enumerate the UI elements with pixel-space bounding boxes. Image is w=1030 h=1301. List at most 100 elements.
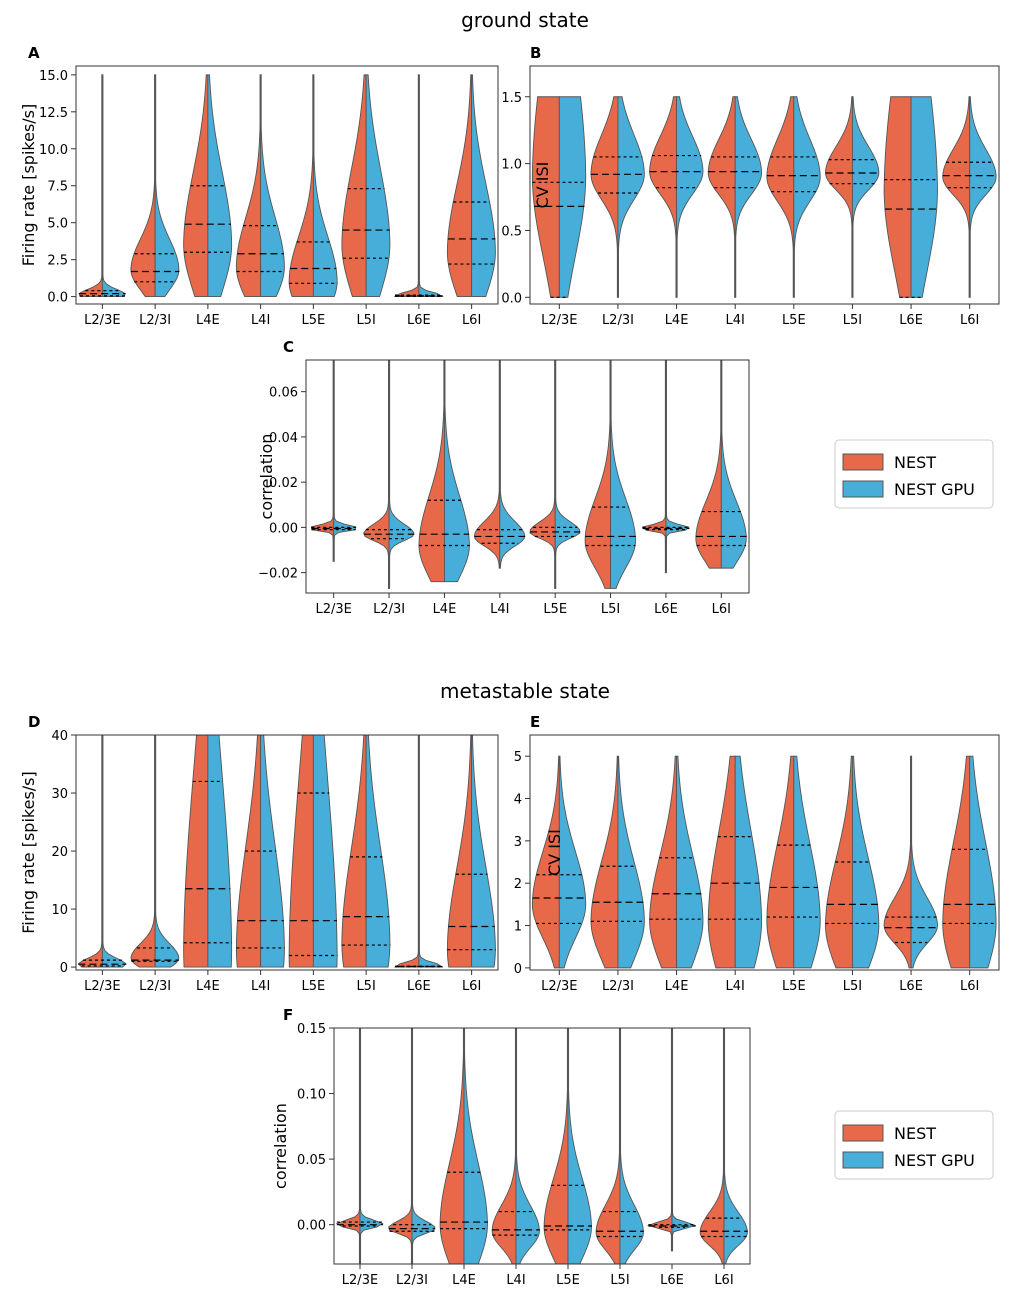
legend-metastable: NEST NEST GPU [834, 1110, 994, 1180]
y-axis-label: correlation [271, 1103, 290, 1189]
violin-l6i [942, 755, 997, 969]
x-tick-label-l5e: L5E [782, 979, 806, 994]
x-tick-label-l6e: L6E [660, 1273, 684, 1288]
panel-c-correlation-ground: −0.02 0.00 0.02 0.04 0.06 L2/3E L2/3I L4E L4I L5E… [257, 338, 750, 617]
panel-d-firing-rate-metastable: 0 10 20 30 40 L2/3E L2/3I L4E L4I L5E L5I L6E L6I Fir… [19, 713, 499, 994]
violin-half-nest-gpu [411, 1028, 436, 1264]
violin-l6i [699, 1028, 748, 1264]
y-tick-label: 10 [51, 903, 68, 918]
violin-l4e [418, 360, 470, 583]
violin-half-nest [341, 74, 367, 298]
violin-half-nest [649, 755, 678, 969]
violin-half-nest-gpu [734, 96, 763, 298]
ground-state-title: ground state [461, 8, 589, 32]
x-tick-label-l23i: L2/3I [139, 979, 171, 994]
violin-l5i [341, 74, 391, 298]
violin-half-nest-gpu [554, 360, 581, 589]
violin-half-nest-gpu [463, 1028, 488, 1264]
violin-l4i [707, 755, 763, 969]
violin-l5i [825, 755, 880, 969]
x-tick-label-l5i: L5I [356, 979, 375, 994]
y-tick-label: 0.00 [297, 1219, 326, 1234]
violin-l23e [335, 1028, 384, 1264]
violin-l23i [130, 74, 180, 298]
violin-half-nest [590, 96, 619, 298]
violin-l4i [235, 74, 285, 298]
violin-half-nest [707, 96, 736, 298]
x-tick-label-l23i: L2/3I [602, 313, 634, 328]
metastable-state-title: metastable state [440, 679, 610, 703]
x-tick-label-l6i: L6I [462, 979, 481, 994]
violin-l5e [288, 74, 338, 298]
violin-half-nest-gpu [793, 96, 821, 298]
axes-frame [333, 1027, 751, 1265]
x-tick-label-l5e: L5E [556, 1273, 580, 1288]
axes-frame [75, 734, 499, 971]
violin-half-nest [77, 735, 103, 968]
x-tick-label-l5e: L5E [543, 602, 567, 617]
axes-frame [75, 65, 499, 305]
y-tick-label: 4 [514, 793, 522, 808]
violin-l5e [543, 1028, 592, 1264]
panel-label: F [283, 1006, 293, 1024]
violin-half-nest-gpu [365, 74, 391, 298]
y-tick-label: 0.10 [297, 1088, 326, 1103]
violin-half-nest [766, 755, 795, 969]
violin-half-nest-gpu [723, 1028, 748, 1264]
violin-half-nest-gpu [671, 1028, 697, 1252]
x-tick-label-l6e: L6E [407, 313, 431, 328]
violin-l6e [641, 360, 690, 574]
violin-half-nest [529, 360, 556, 589]
violin-half-nest-gpu [260, 74, 285, 298]
x-tick-label-l5i: L5I [601, 602, 620, 617]
violin-l4i [491, 1028, 540, 1264]
violin-half-nest-gpu [567, 1028, 592, 1264]
y-tick-label: 3 [514, 835, 522, 850]
violin-half-nest-gpu [515, 1028, 540, 1264]
x-tick-label-l6i: L6I [714, 1273, 733, 1288]
x-tick-label-l4e: L4E [665, 313, 689, 328]
x-tick-label-l23e: L2/3E [342, 1273, 378, 1288]
violin-half-nest [942, 755, 971, 969]
violin-half-nest-gpu [207, 735, 233, 968]
panel-f-correlation-metastable: 0.00 0.05 0.10 0.15 L2/3E L2/3I L4E L4I L5E L5I L6… [271, 1006, 751, 1288]
plot-area [335, 1028, 748, 1264]
legend-swatch-nest-gpu [842, 480, 884, 498]
violin-half-nest [439, 1028, 465, 1264]
violin-half-nest-gpu [418, 735, 444, 968]
violin-half-nest-gpu [558, 755, 587, 969]
violin-half-nest [235, 735, 262, 968]
y-axis-label: CV ISI [533, 162, 552, 209]
y-tick-label: 0 [60, 961, 68, 976]
violin-half-nest-gpu [418, 74, 444, 298]
y-tick-label: 5 [514, 750, 522, 765]
plot-area [531, 755, 997, 969]
violin-half-nest-gpu [312, 74, 338, 298]
violin-l6i [695, 360, 747, 569]
violin-l4i [473, 360, 526, 569]
violin-half-nest-gpu [471, 74, 496, 298]
x-tick-label-l5i: L5I [610, 1273, 629, 1288]
x-tick-label-l6i: L6I [712, 602, 731, 617]
violin-l6e [883, 755, 938, 969]
violin-half-nest-gpu [558, 96, 587, 298]
x-tick-label-l5e: L5E [782, 313, 806, 328]
y-tick-label: 0.04 [269, 431, 298, 446]
x-tick-label-l23e: L2/3E [541, 313, 577, 328]
x-tick-label-l23e: L2/3E [315, 602, 351, 617]
y-tick-label: 12.5 [39, 106, 68, 121]
panel-e-cv-isi-metastable: 0 1 2 3 4 5 L2/3E L2/3I L4E L4I L5E L5I L6E L6I CV ISI… [514, 713, 1000, 994]
x-tick-label-l6i: L6I [960, 979, 979, 994]
y-tick-label: 0.0 [501, 291, 522, 306]
violin-half-nest [446, 74, 473, 298]
x-tick-label-l4e: L4E [196, 313, 220, 328]
violin-half-nest-gpu [207, 74, 233, 298]
violin-half-nest [531, 96, 560, 298]
violin-half-nest-gpu [619, 1028, 644, 1264]
axes-frame [529, 65, 1000, 305]
y-tick-label: 30 [51, 787, 68, 802]
y-axis-label: correlation [257, 434, 276, 520]
x-tick-label-l5i: L5I [843, 313, 862, 328]
x-tick-label-l5i: L5I [843, 979, 862, 994]
x-tick-label-l4i: L4I [726, 979, 745, 994]
